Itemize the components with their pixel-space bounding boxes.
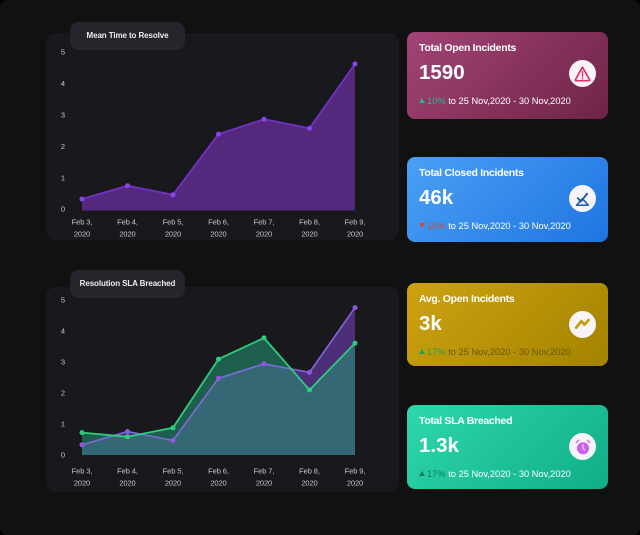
- svg-text:2020: 2020: [347, 230, 363, 239]
- svg-text:2020: 2020: [210, 479, 226, 488]
- svg-text:5: 5: [61, 48, 65, 57]
- svg-text:Feb 5,: Feb 5,: [163, 218, 184, 227]
- svg-text:2020: 2020: [210, 230, 226, 239]
- svg-text:3: 3: [61, 358, 65, 367]
- svg-text:Feb 3,: Feb 3,: [72, 218, 93, 227]
- svg-text:0: 0: [61, 451, 65, 460]
- svg-text:1: 1: [61, 420, 65, 429]
- svg-text:Feb 7,: Feb 7,: [254, 218, 275, 227]
- svg-text:Feb 6,: Feb 6,: [208, 467, 229, 476]
- svg-text:Feb 3,: Feb 3,: [72, 467, 93, 476]
- svg-text:1: 1: [61, 173, 65, 182]
- svg-text:2020: 2020: [256, 479, 272, 488]
- svg-text:2020: 2020: [74, 230, 90, 239]
- svg-text:Feb 8,: Feb 8,: [299, 467, 320, 476]
- svg-text:Feb 4,: Feb 4,: [117, 218, 138, 227]
- svg-text:2020: 2020: [119, 479, 135, 488]
- svg-text:2020: 2020: [347, 479, 363, 488]
- svg-text:Feb 9,: Feb 9,: [345, 218, 366, 227]
- svg-text:4: 4: [61, 79, 65, 88]
- svg-text:Feb 5,: Feb 5,: [163, 467, 184, 476]
- svg-text:2: 2: [61, 389, 65, 398]
- svg-text:2020: 2020: [301, 479, 317, 488]
- svg-text:0: 0: [61, 205, 65, 214]
- svg-text:2020: 2020: [119, 230, 135, 239]
- svg-text:2: 2: [61, 142, 65, 151]
- svg-text:2020: 2020: [301, 230, 317, 239]
- svg-text:5: 5: [61, 296, 65, 305]
- svg-text:Feb 6,: Feb 6,: [208, 218, 229, 227]
- svg-text:2020: 2020: [165, 230, 181, 239]
- svg-text:3: 3: [61, 111, 65, 120]
- svg-text:Feb 9,: Feb 9,: [345, 467, 366, 476]
- svg-text:Feb 8,: Feb 8,: [299, 218, 320, 227]
- svg-text:4: 4: [61, 327, 65, 336]
- svg-text:2020: 2020: [256, 230, 272, 239]
- svg-text:2020: 2020: [165, 479, 181, 488]
- svg-text:Feb 4,: Feb 4,: [117, 467, 138, 476]
- svg-text:2020: 2020: [74, 479, 90, 488]
- svg-text:Feb 7,: Feb 7,: [254, 467, 275, 476]
